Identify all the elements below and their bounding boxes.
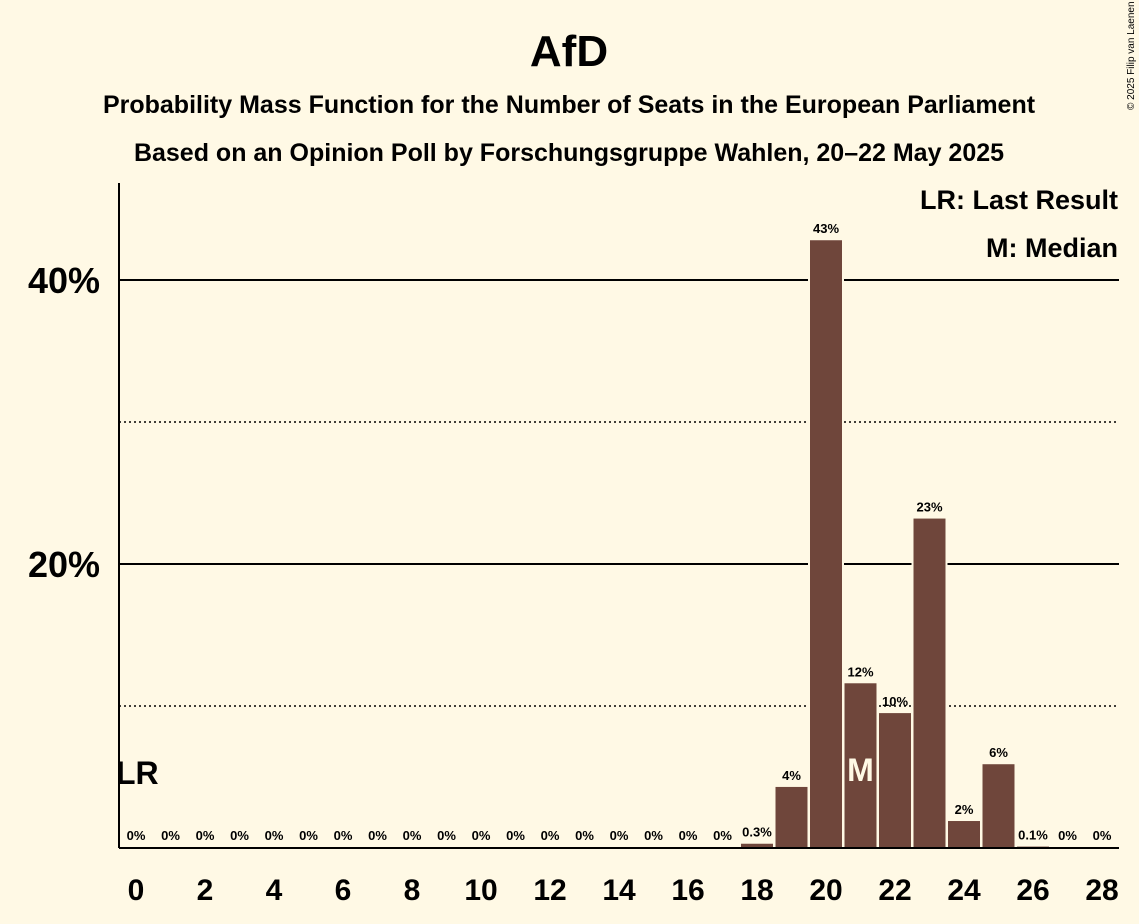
- bar: [775, 786, 808, 848]
- y-tick-label: 40%: [28, 260, 100, 301]
- median-marker: M: [847, 752, 874, 788]
- grid-lines: [119, 279, 1119, 707]
- legend-median: M: Median: [986, 233, 1118, 263]
- bar-gap: [1015, 844, 1051, 848]
- data-label: 0%: [713, 828, 732, 843]
- data-label: 0%: [334, 828, 353, 843]
- bar: [982, 764, 1015, 848]
- bar: [844, 683, 877, 848]
- x-tick-label: 12: [533, 874, 566, 907]
- data-label: 0.3%: [742, 825, 772, 840]
- x-tick-label: 26: [1016, 874, 1049, 907]
- data-label: 0%: [368, 828, 387, 843]
- x-tick-label: 6: [335, 874, 352, 907]
- data-labels: 0% 0% 0% 0% 0% 0% 0% 0% 0% 0% 0% 0% 0% 0% 0% 0% 0% 0% 0.3%…: [116, 221, 1112, 843]
- y-tick-label: 20%: [28, 544, 100, 585]
- x-tick-label: 10: [464, 874, 497, 907]
- data-label: 0%: [575, 828, 594, 843]
- data-label: 0%: [127, 828, 146, 843]
- data-label: 0%: [196, 828, 215, 843]
- bar: [948, 821, 980, 848]
- bar: [741, 843, 773, 848]
- x-tick-label: 28: [1085, 874, 1118, 907]
- x-tick-label: 18: [740, 874, 773, 907]
- data-label: 0%: [403, 828, 422, 843]
- data-label: 0%: [265, 828, 284, 843]
- axes: 20%40%0 2 4 6 8 10 12 14 16 18 20 22 24 26 28: [28, 183, 1119, 907]
- x-tick-label: 8: [404, 874, 421, 907]
- data-label: 0%: [472, 828, 491, 843]
- copyright-notice: © 2025 Filip van Laenen: [1126, 1, 1137, 110]
- data-label: 0%: [1093, 828, 1112, 843]
- data-label: 12%: [847, 664, 873, 679]
- chart-subtitle-source: Based on an Opinion Poll by Forschungsgr…: [134, 139, 1004, 167]
- x-tick-label: 2: [197, 874, 214, 907]
- bar: [879, 713, 911, 848]
- data-label: 0%: [610, 828, 629, 843]
- data-label: 0%: [541, 828, 560, 843]
- bars: [739, 238, 1051, 849]
- data-label: 6%: [989, 745, 1008, 760]
- data-label: 0.1%: [1018, 828, 1048, 843]
- data-label: 2%: [955, 802, 974, 817]
- x-tick-label: 16: [671, 874, 704, 907]
- bar: [810, 240, 842, 849]
- data-label: 0%: [506, 828, 525, 843]
- data-label: 23%: [916, 500, 942, 515]
- data-label: 0%: [679, 828, 698, 843]
- data-label: 10%: [882, 694, 908, 709]
- x-tick-label: 14: [602, 874, 636, 907]
- data-label: 4%: [782, 768, 801, 783]
- data-label: 0%: [161, 828, 180, 843]
- x-tick-label: 0: [128, 874, 145, 907]
- chart-title: AfD: [530, 27, 608, 76]
- x-tick-label: 22: [878, 874, 911, 907]
- data-label: 0%: [644, 828, 663, 843]
- bar: [913, 518, 946, 848]
- data-label: 0%: [299, 828, 318, 843]
- x-tick-label: 20: [809, 874, 842, 907]
- x-tick-label: 24: [947, 874, 981, 907]
- data-label: 0%: [1058, 828, 1077, 843]
- data-label: 0%: [230, 828, 249, 843]
- legend-last-result: LR: Last Result: [920, 185, 1118, 215]
- x-tick-label: 4: [266, 874, 283, 907]
- chart-subtitle: Probability Mass Function for the Number…: [103, 91, 1036, 119]
- data-label: 43%: [813, 221, 839, 236]
- data-label: 0%: [437, 828, 456, 843]
- last-result-marker: LR: [116, 755, 159, 791]
